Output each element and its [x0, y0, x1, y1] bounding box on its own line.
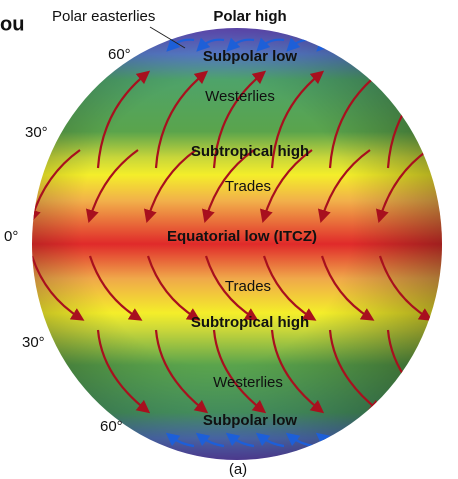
diagram: ou Polar easterlies Polar high 60° 30° 0…	[0, 0, 458, 479]
caption: (a)	[229, 461, 247, 478]
wind-arrow	[320, 40, 344, 48]
cropped-text: ou	[0, 13, 24, 35]
latitude-label: 30°	[22, 334, 45, 351]
zone-label: Equatorial low (ITCZ)	[167, 228, 317, 245]
zone-label: Westerlies	[213, 374, 283, 391]
label: Polar high	[213, 8, 286, 25]
zone-label: Westerlies	[205, 88, 275, 105]
wind-arrow	[320, 436, 344, 446]
zone-label: Subpolar low	[203, 412, 298, 429]
zone-label: Trades	[225, 278, 271, 295]
label: Polar easterlies	[52, 8, 155, 25]
latitude-label: 60°	[108, 46, 131, 63]
latitude-label: 0°	[4, 228, 18, 245]
zone-label: Subpolar low	[203, 48, 298, 65]
latitude-label: 60°	[100, 418, 123, 435]
zone-label: Subtropical high	[191, 314, 309, 331]
latitude-label: 30°	[25, 124, 48, 141]
zone-label: Trades	[225, 178, 271, 195]
zone-label: Subtropical high	[191, 143, 309, 160]
